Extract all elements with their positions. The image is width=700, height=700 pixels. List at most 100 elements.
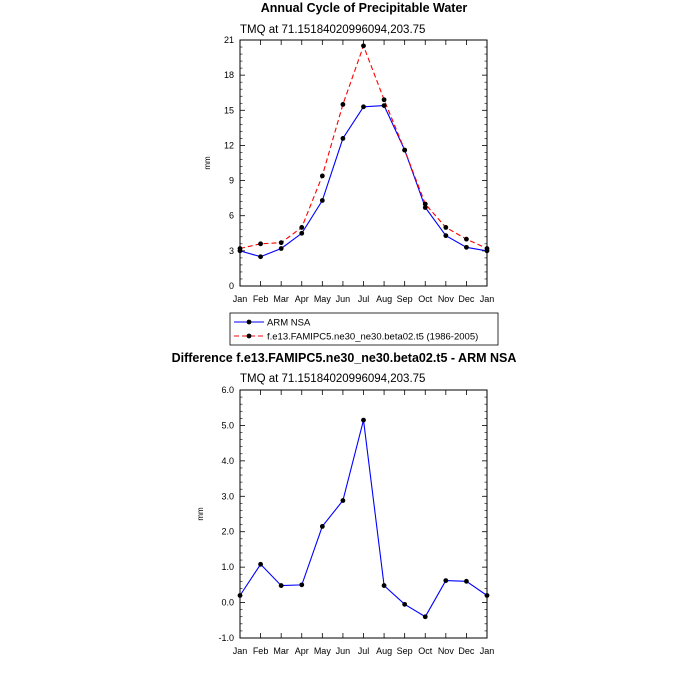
chart2-series-0-point — [443, 578, 449, 584]
chart2-subtitle: TMQ at 71.15184020996094,203.75 — [240, 373, 425, 385]
chart1-series-0-point — [443, 233, 449, 239]
chart1-series-0-point — [340, 136, 346, 141]
chart2-series-0-point — [464, 578, 469, 584]
chart2-x-tick-labels: Jan Feb Mar Apr May Jun Jul Aug Sep Oct … — [233, 646, 495, 656]
chart1-x-tick-label: Apr — [295, 294, 309, 304]
chart2-x-tick-label: Dec — [458, 646, 475, 656]
chart1-series-1-point — [361, 43, 366, 49]
chart-difference: Difference f.e13.FAMIPC5.ne30_ne30.beta0… — [172, 351, 517, 656]
chart1-y-tick-label: 6 — [229, 211, 234, 221]
chart2-ylabel: mm — [196, 507, 205, 521]
chart2-plot-frame — [239, 389, 488, 639]
chart1-ticks — [239, 39, 488, 287]
chart1-y-tick-label: 12 — [224, 140, 234, 150]
chart1-series — [237, 43, 490, 260]
chart-annual-cycle: Annual Cycle of Precipitable Water TMQ a… — [203, 1, 494, 304]
chart1-series-0-point — [319, 198, 325, 203]
chart2-title: Difference f.e13.FAMIPC5.ne30_ne30.beta0… — [172, 351, 517, 365]
chart1-y-tick-label: 21 — [224, 35, 234, 45]
chart1-subtitle: TMQ at 71.15184020996094,203.75 — [240, 24, 425, 36]
chart1-x-tick-label: Jan — [480, 294, 495, 304]
chart2-x-tick-label: Feb — [253, 646, 269, 656]
chart1-x-tick-label: Feb — [253, 294, 269, 304]
chart2-series-0-point — [361, 417, 366, 423]
chart1-y-tick-label: 15 — [224, 105, 234, 115]
chart1-x-tick-label: Jul — [358, 294, 370, 304]
chart1-series-1-point — [258, 241, 263, 247]
chart2-series-0-point — [422, 614, 428, 620]
chart1-series-line-0 — [239, 105, 488, 258]
chart2-series-0-point — [402, 601, 408, 607]
chart2-series-line-0 — [239, 419, 488, 618]
chart2-x-tick-label: May — [314, 646, 332, 656]
chart2-series-0-point — [258, 561, 263, 567]
legend-box — [229, 312, 499, 346]
chart1-x-tick-labels: Jan Feb Mar Apr May Jun Jul Aug Sep Oct … — [233, 294, 495, 304]
legend-marker-arm — [246, 319, 252, 325]
chart1-series-line-1 — [239, 44, 488, 250]
chart1-x-tick-label: Oct — [418, 294, 433, 304]
chart2-series-0-point — [381, 583, 387, 588]
legend-label-model: f.e13.FAMIPC5.ne30_ne30.beta02.t5 (1986-… — [267, 332, 478, 343]
chart1-series-0-point — [381, 103, 387, 108]
chart1-x-tick-label: Nov — [438, 294, 455, 304]
chart2-y-tick-label: 6.0 — [221, 385, 234, 395]
chart2-x-tick-label: Sep — [397, 646, 413, 656]
chart2-series-0-point — [278, 583, 284, 588]
chart2-y-tick-label: 5.0 — [221, 420, 234, 430]
chart2-series — [237, 417, 490, 620]
chart1-ylabel: mm — [203, 156, 212, 170]
chart1-x-tick-label: Sep — [397, 294, 413, 304]
chart2-x-tick-label: Jul — [358, 646, 370, 656]
chart1-series-1-point — [278, 240, 284, 246]
chart2-x-tick-label: Jan — [480, 646, 495, 656]
chart2-y-tick-label: 4.0 — [221, 456, 234, 466]
chart1-series-1-point — [443, 225, 449, 230]
chart2-x-tick-label: Nov — [438, 646, 455, 656]
chart1-series-0-point — [278, 246, 284, 251]
chart1-plot-frame — [239, 39, 488, 287]
chart1-series-0-point — [299, 230, 305, 236]
chart2-ticks — [239, 389, 488, 639]
chart2-x-tick-label: Aug — [376, 646, 392, 656]
legend: ARM NSA f.e13.FAMIPC5.ne30_ne30.beta02.t… — [229, 312, 499, 346]
chart1-x-tick-label: Dec — [458, 294, 475, 304]
chart2-y-tick-label: 1.0 — [221, 562, 234, 572]
chart2-x-tick-label: Jun — [336, 646, 351, 656]
chart2-y-tick-label: -1.0 — [218, 633, 234, 643]
chart1-x-tick-label: Aug — [376, 294, 392, 304]
chart1-y-tick-label: 18 — [224, 70, 234, 80]
chart2-x-tick-label: Oct — [418, 646, 433, 656]
chart2-series-0-point — [299, 582, 305, 588]
chart1-series-1-point — [381, 97, 387, 103]
chart1-x-tick-label: Jun — [336, 294, 351, 304]
chart2-series-0-point — [340, 498, 346, 503]
chart1-y-tick-label: 9 — [229, 176, 234, 186]
chart1-y-tick-label: 0 — [229, 281, 234, 291]
chart2-y-tick-label: 0.0 — [221, 598, 234, 608]
chart1-y-tick-labels: 0 3 6 9 12 15 18 21 — [224, 35, 234, 291]
chart2-series-0-point — [319, 524, 325, 529]
chart1-series-1-point — [299, 225, 305, 230]
chart1-series-1-point — [319, 173, 325, 179]
chart1-series-1-point — [340, 102, 346, 107]
chart1-x-tick-label: Mar — [273, 294, 289, 304]
chart1-series-0-point — [464, 244, 469, 250]
chart1-x-tick-label: Jan — [233, 294, 248, 304]
chart1-series-0-point — [258, 254, 263, 260]
chart2-y-tick-labels: -1.0 0.0 1.0 2.0 3.0 4.0 5.0 6.0 — [218, 385, 234, 643]
chart1-x-tick-label: May — [314, 294, 332, 304]
legend-marker-model — [246, 333, 252, 339]
chart1-series-0-point — [361, 104, 366, 110]
chart1-series-1-point — [402, 147, 408, 153]
chart2-y-tick-label: 3.0 — [221, 491, 234, 501]
chart2-x-tick-label: Apr — [295, 646, 309, 656]
chart1-series-1-point — [464, 236, 469, 242]
chart2-y-tick-label: 2.0 — [221, 527, 234, 537]
chart1-y-tick-label: 3 — [229, 246, 234, 256]
chart1-title: Annual Cycle of Precipitable Water — [261, 1, 468, 15]
chart1-series-1-point — [422, 201, 428, 207]
chart2-x-tick-label: Jan — [233, 646, 248, 656]
legend-label-arm: ARM NSA — [267, 318, 311, 329]
